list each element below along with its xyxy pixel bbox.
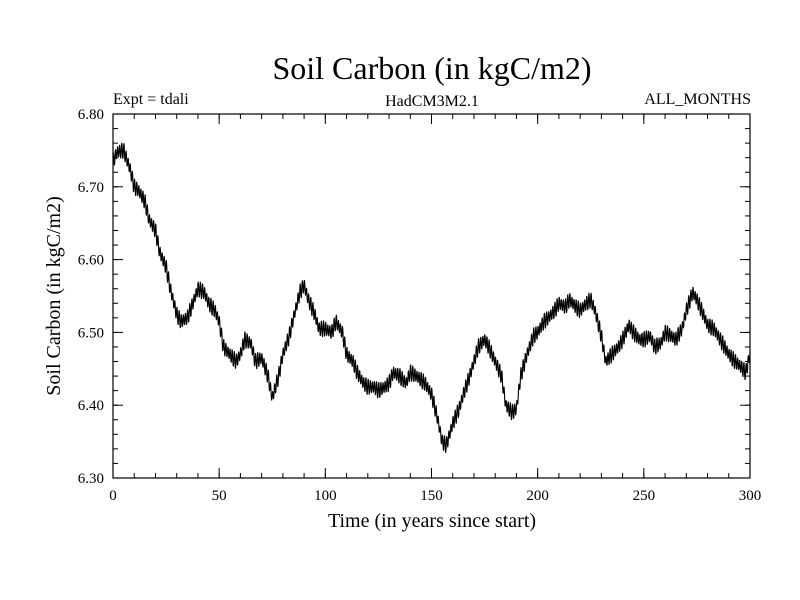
y-tick-label: 6.30: [78, 471, 104, 487]
y-tick-label: 6.80: [78, 107, 104, 123]
y-tick-label: 6.70: [78, 180, 104, 196]
y-tick-label: 6.50: [78, 325, 104, 341]
x-tick-label: 50: [212, 488, 227, 504]
x-axis-label: Time (in years since start): [328, 510, 536, 532]
x-tick-label: 200: [526, 488, 549, 504]
experiment-label: Expt = tdali: [113, 91, 189, 108]
y-axis-label: Soil Carbon (in kgC/m2): [43, 196, 65, 395]
plot-frame: [112, 113, 751, 479]
series-line: [112, 142, 751, 454]
x-tick-label: 100: [314, 488, 337, 504]
x-tick-label: 250: [633, 488, 656, 504]
model-label: HadCM3M2.1: [385, 93, 479, 110]
chart-title: Soil Carbon (in kgC/m2): [272, 50, 591, 86]
y-tick-label: 6.60: [78, 253, 104, 269]
x-tick-label: 150: [420, 488, 443, 504]
x-tick-label: 0: [109, 488, 117, 504]
y-tick-label: 6.40: [78, 398, 104, 414]
months-label: ALL_MONTHS: [644, 91, 751, 108]
x-tick-label: 300: [739, 488, 762, 504]
